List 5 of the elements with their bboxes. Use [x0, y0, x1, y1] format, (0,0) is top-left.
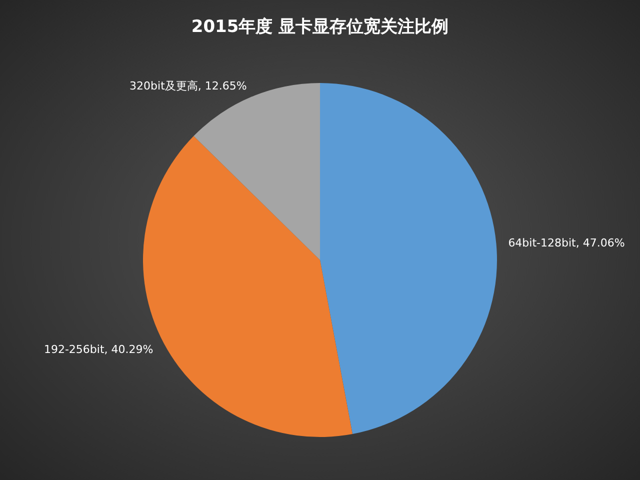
slice-label: 192-256bit, 40.29%: [44, 342, 154, 356]
slice-label: 320bit及更高, 12.65%: [130, 80, 247, 93]
pie-slice: [320, 83, 497, 434]
chart-title: 2015年度 显卡显存位宽关注比例: [191, 17, 449, 37]
slice-label: 64bit-128bit, 47.06%: [508, 236, 625, 250]
